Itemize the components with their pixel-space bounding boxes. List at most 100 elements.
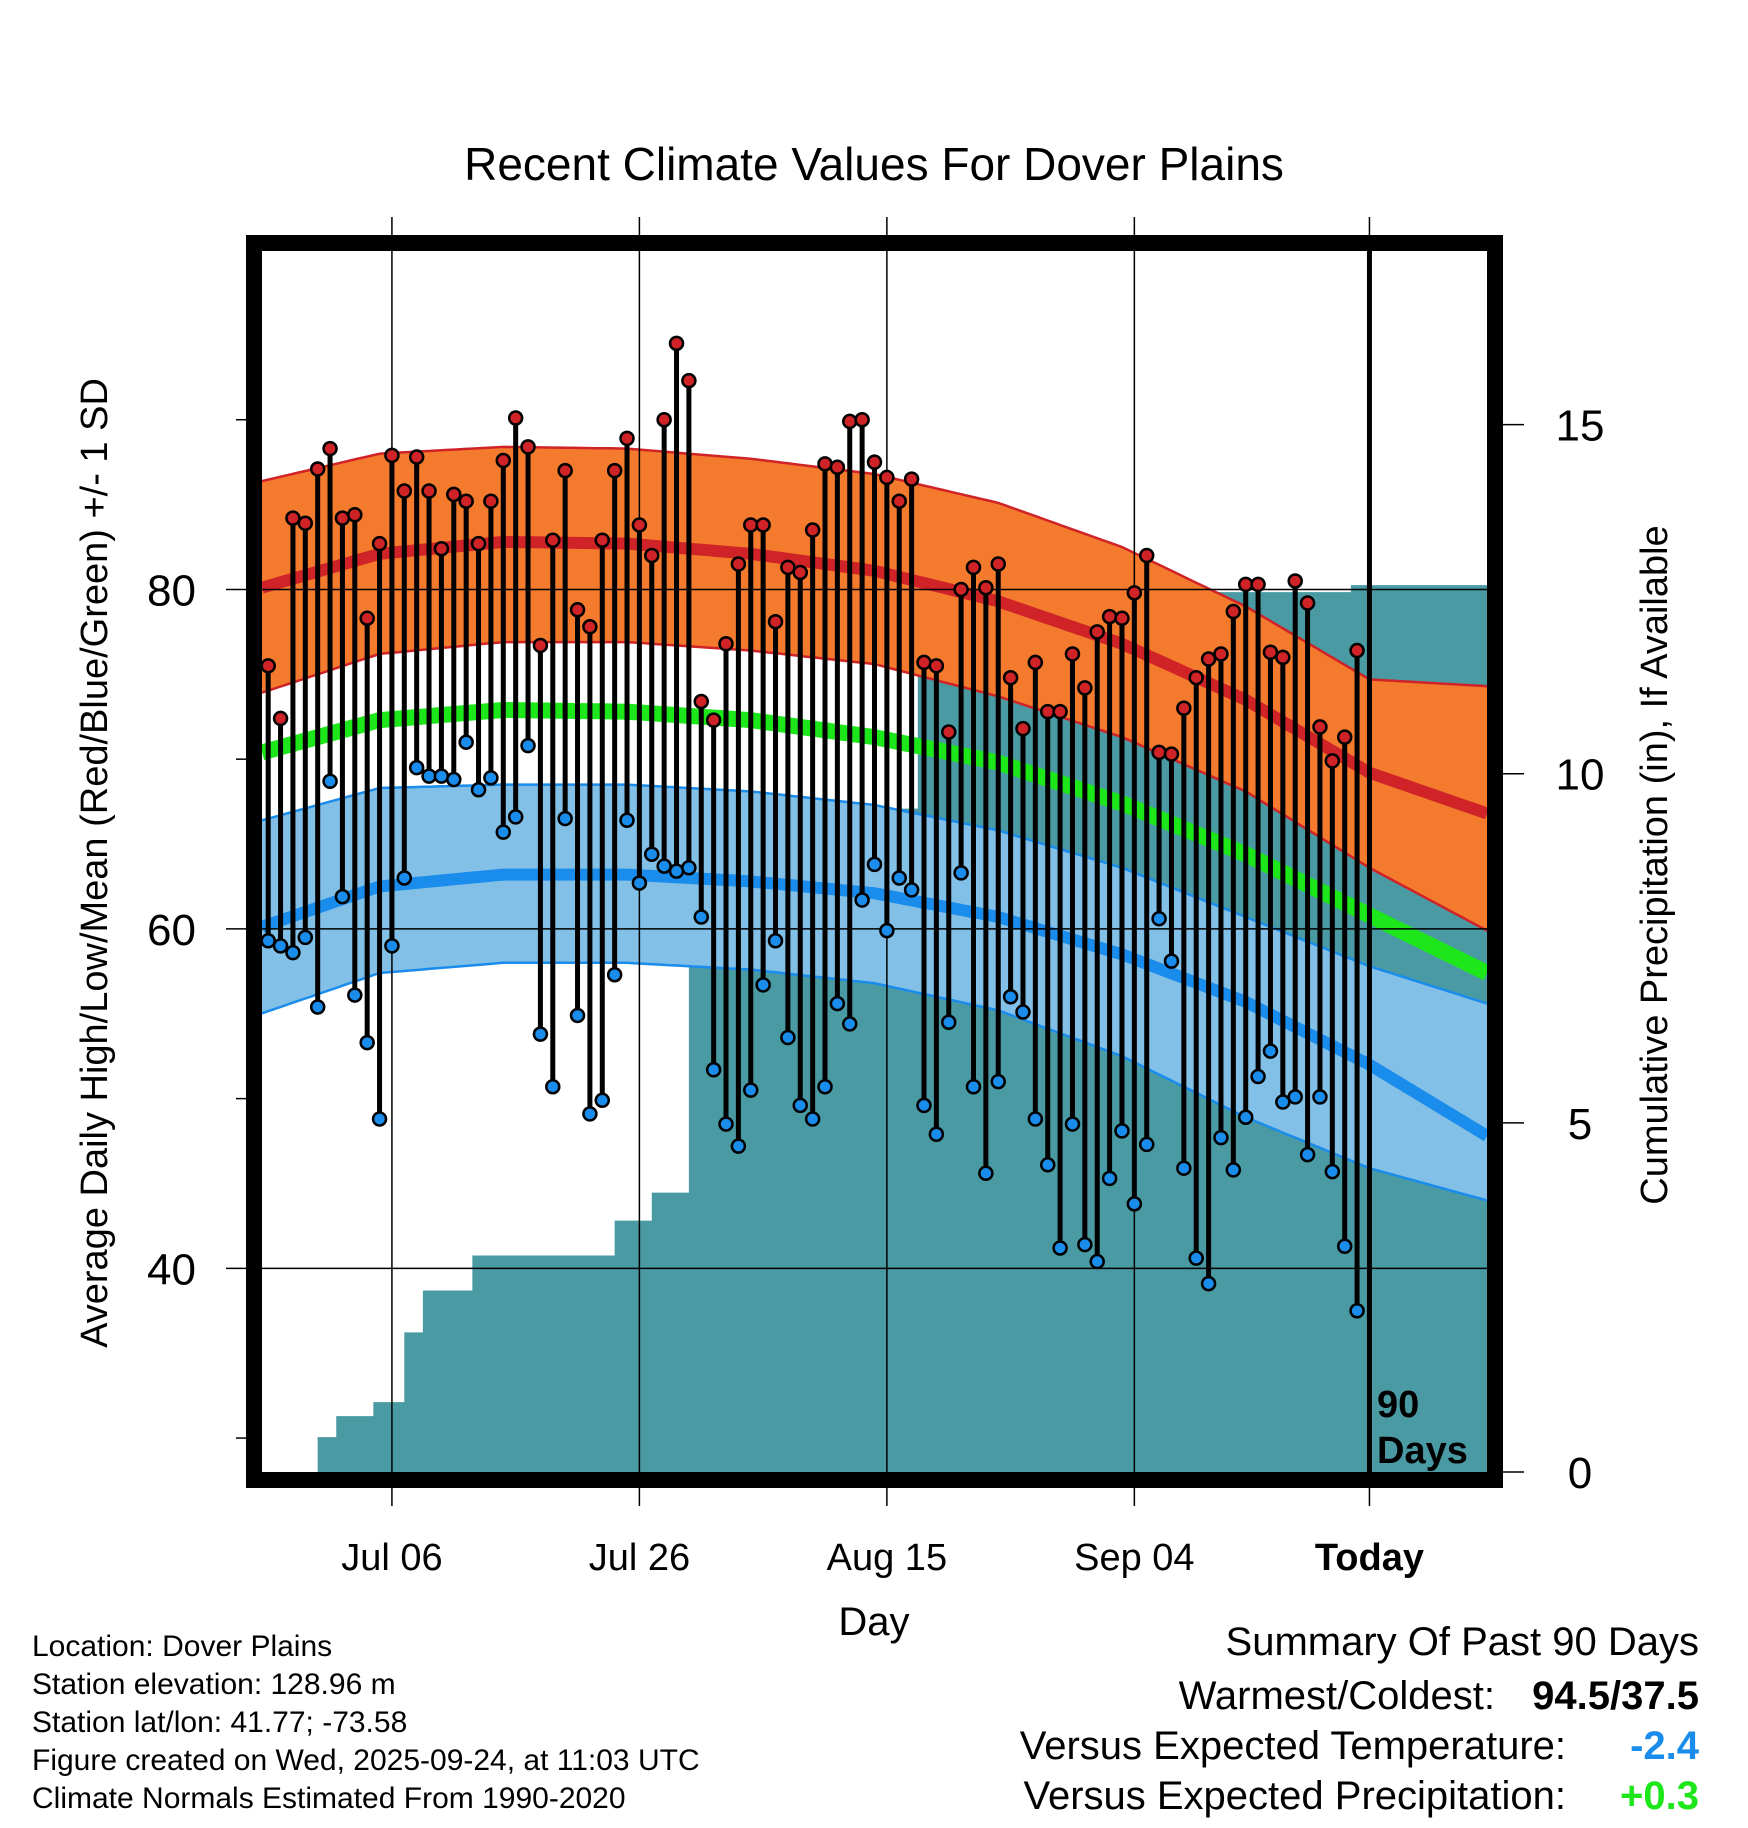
y-axis-label-right: Cumulative Precipitation (in), If Availa…	[1634, 525, 1676, 1204]
daily-low-point	[619, 812, 635, 829]
daily-high-point	[1312, 719, 1328, 735]
daily-low-point	[1052, 1240, 1068, 1256]
daily-high-point	[1002, 669, 1019, 686]
daily-low-point	[507, 809, 524, 825]
daily-low-point	[1188, 1250, 1204, 1266]
daily-high-point	[866, 454, 883, 470]
daily-high-point	[1176, 700, 1192, 716]
daily-low-point	[829, 995, 846, 1012]
daily-high-point	[557, 462, 573, 479]
daily-low-point	[322, 773, 338, 789]
daily-low-point	[804, 1111, 821, 1127]
daily-low-point	[891, 870, 907, 886]
daily-low-point	[965, 1078, 982, 1095]
daily-low-point	[656, 858, 672, 874]
summary-warmest-label: Warmest/Coldest:	[1178, 1674, 1495, 1718]
daily-low-point	[743, 1082, 759, 1098]
daily-high-point	[1299, 595, 1316, 611]
daily-low-point	[495, 824, 512, 840]
daily-low-point	[1213, 1129, 1229, 1146]
y-tick-label-right: 5	[1568, 1100, 1592, 1149]
daily-low-point	[842, 1016, 858, 1032]
daily-high-point	[755, 517, 771, 533]
daily-high-point	[297, 515, 314, 532]
daily-low-point	[1015, 1004, 1031, 1020]
daily-high-point	[433, 540, 450, 557]
plot-frame	[246, 235, 1503, 1488]
daily-high-point	[842, 413, 858, 430]
daily-low-point	[1163, 953, 1180, 969]
daily-low-point	[285, 944, 301, 961]
daily-high-point	[1101, 608, 1118, 625]
daily-high-point	[1114, 610, 1130, 627]
info-created: Figure created on Wed, 2025-09-24, at 11…	[32, 1744, 700, 1777]
y-tick-label-right: 10	[1556, 751, 1605, 800]
daily-high-point	[507, 410, 524, 426]
daily-high-point	[619, 430, 635, 447]
daily-low-point	[1275, 1094, 1291, 1110]
daily-low-point	[433, 768, 450, 784]
y-tick-label-right: 15	[1556, 402, 1605, 451]
daily-low-point	[1089, 1253, 1105, 1270]
low-sd-band	[262, 784, 1487, 1201]
daily-low-point	[594, 1092, 611, 1109]
daily-high-point	[359, 610, 375, 627]
daily-high-point	[693, 693, 710, 710]
daily-low-point	[520, 737, 536, 754]
daily-high-point	[817, 456, 833, 472]
today-marker-label-days: 90	[1377, 1384, 1419, 1426]
daily-high-point	[681, 372, 697, 389]
today-marker-label-unit: Days	[1377, 1430, 1468, 1472]
daily-low-point	[1002, 989, 1019, 1005]
daily-high-point	[285, 510, 301, 526]
daily-low-point	[1336, 1238, 1353, 1255]
daily-high-point	[891, 493, 907, 509]
x-axis-label: Day	[838, 1600, 909, 1644]
daily-low-point	[644, 846, 660, 862]
daily-low-point	[928, 1126, 945, 1143]
daily-high-point	[606, 462, 623, 479]
daily-high-point	[718, 636, 734, 652]
daily-low-point	[359, 1034, 375, 1051]
daily-high-point	[408, 449, 425, 465]
daily-low-point	[371, 1111, 388, 1127]
daily-low-point	[1250, 1068, 1266, 1085]
daily-low-point	[421, 768, 437, 784]
daily-high-point	[545, 532, 561, 548]
daily-low-point	[1077, 1236, 1093, 1253]
daily-low-point	[262, 933, 276, 949]
daily-low-point	[483, 770, 499, 786]
summary-precip-label: Versus Expected Precipitation:	[1023, 1774, 1566, 1818]
daily-high-point	[569, 602, 586, 618]
daily-high-point	[1151, 744, 1167, 761]
daily-high-point	[322, 440, 338, 457]
daily-high-point	[903, 471, 920, 487]
daily-high-point	[916, 654, 932, 671]
x-tick-label: Jul 06	[341, 1537, 442, 1579]
daily-high-point	[396, 483, 413, 499]
daily-high-point	[1064, 646, 1081, 662]
daily-low-point	[1299, 1146, 1316, 1163]
daily-high-point	[1027, 654, 1044, 671]
daily-low-point	[1324, 1163, 1341, 1180]
y-axis-label-left: Average Daily High/Low/Mean (Red/Blue/Gr…	[74, 378, 116, 1348]
daily-low-point	[532, 1026, 549, 1042]
daily-high-point	[1163, 746, 1180, 762]
daily-high-point	[829, 459, 846, 475]
daily-low-point	[1064, 1116, 1081, 1132]
daily-high-point	[780, 559, 796, 576]
info-normals: Climate Normals Estimated From 1990-2020	[32, 1782, 626, 1815]
daily-high-point	[446, 486, 462, 503]
summary-temp-label: Versus Expected Temperature:	[1019, 1724, 1566, 1768]
daily-low-point	[780, 1029, 796, 1046]
daily-low-point	[1200, 1275, 1217, 1292]
summary-temp-value: -2.4	[1630, 1724, 1699, 1768]
daily-low-point	[718, 1116, 734, 1132]
daily-low-point	[1287, 1089, 1303, 1105]
daily-high-point	[1250, 576, 1266, 593]
daily-high-point	[940, 724, 957, 740]
daily-low-point	[1225, 1162, 1242, 1178]
daily-high-point	[495, 452, 512, 469]
daily-high-point	[470, 535, 487, 552]
